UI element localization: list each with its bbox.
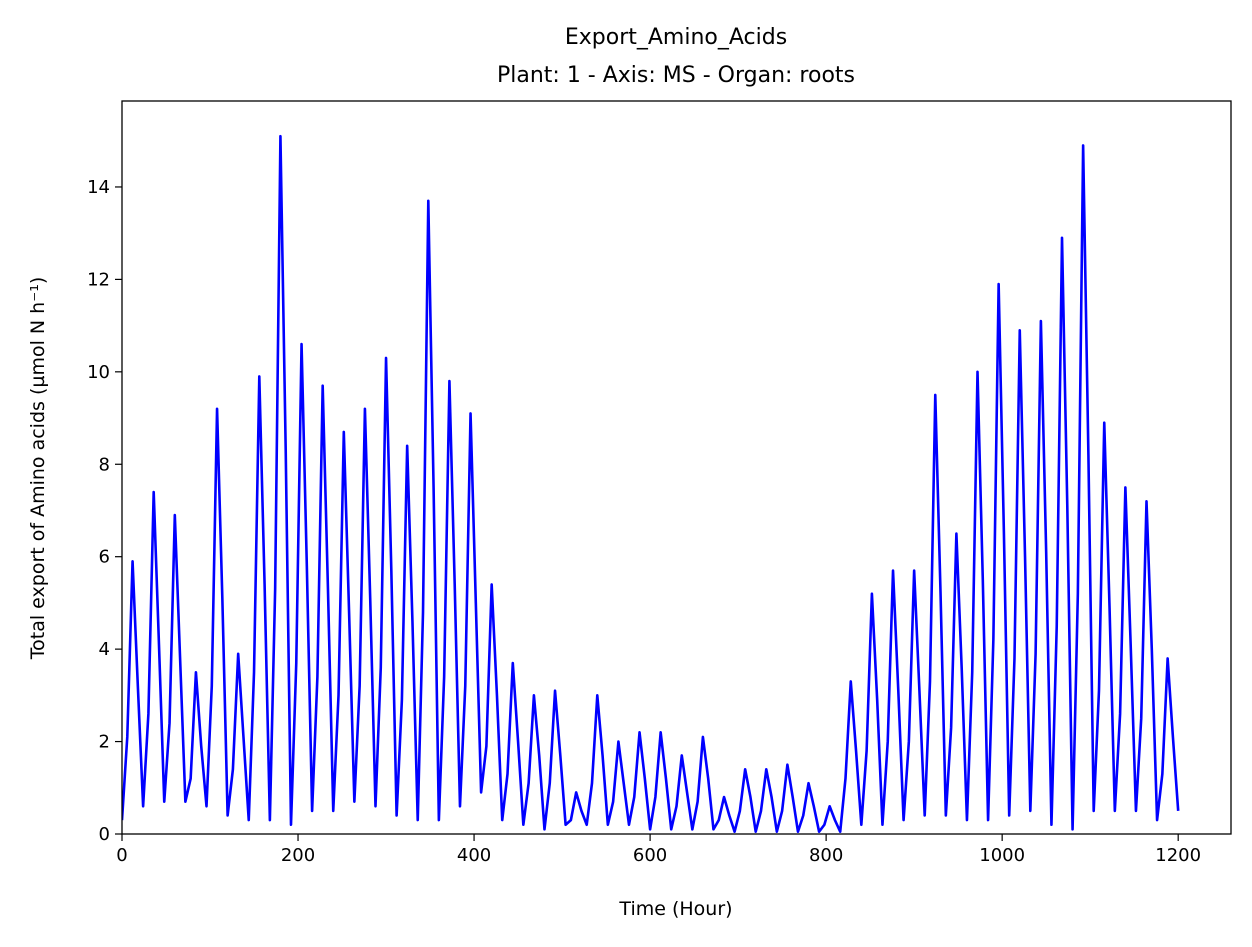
y-tick-label: 0 xyxy=(99,824,110,845)
x-axis-label: Time (Hour) xyxy=(618,898,732,920)
x-tick-label: 0 xyxy=(116,845,127,866)
x-tick-label: 800 xyxy=(809,845,843,866)
y-axis-label: Total export of Amino acids (µmol N h⁻¹) xyxy=(27,277,49,661)
x-tick-label: 200 xyxy=(281,845,315,866)
y-tick-label: 2 xyxy=(99,732,110,753)
data-line xyxy=(122,134,1180,833)
plot-frame xyxy=(121,100,1232,835)
chart-title: Export_Amino_Acids xyxy=(565,25,787,50)
x-tick-label: 600 xyxy=(633,845,667,866)
y-tick-label: 8 xyxy=(99,454,110,475)
y-tick-label: 10 xyxy=(87,362,110,383)
x-tick-label: 1200 xyxy=(1155,845,1201,866)
y-tick-label: 14 xyxy=(87,177,110,198)
y-tick-label: 4 xyxy=(99,639,110,660)
y-tick-label: 6 xyxy=(99,547,110,568)
x-tick-label: 1000 xyxy=(979,845,1025,866)
y-tick-label: 12 xyxy=(87,269,110,290)
chart-subtitle: Plant: 1 - Axis: MS - Organ: roots xyxy=(497,63,855,88)
x-tick-label: 400 xyxy=(457,845,491,866)
